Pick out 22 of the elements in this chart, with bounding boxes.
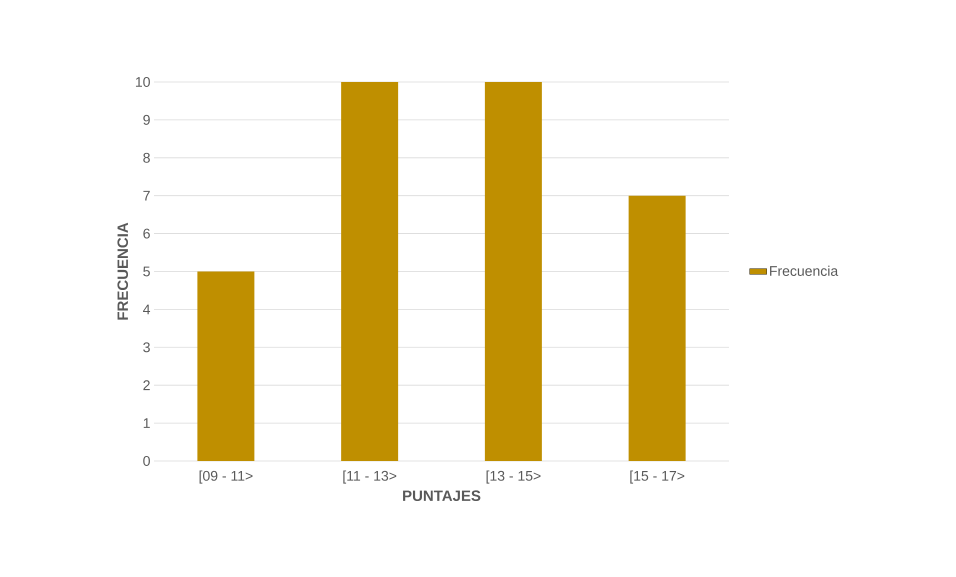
bar (484, 82, 542, 461)
x-tick-label: [13 - 15> (486, 470, 541, 484)
x-axis-title: PUNTAJES (403, 490, 480, 502)
y-tick-label: 4 (143, 304, 150, 314)
bar (628, 196, 686, 461)
x-tick-label: [11 - 13> (343, 470, 396, 484)
x-tick-label: [15 - 17> (630, 470, 684, 484)
y-axis-title: FRECUENCIA (117, 222, 128, 320)
x-tick-label: [09 - 11> (200, 470, 253, 484)
y-tick-label: 10 (136, 77, 150, 87)
bar (341, 82, 398, 461)
y-tick-label: 2 (143, 380, 150, 390)
y-tick-label: 5 (143, 266, 150, 276)
y-tick-label: 9 (143, 114, 150, 125)
bar (197, 271, 254, 461)
y-tick-label: 8 (143, 152, 150, 163)
y-tick-label: 0 (143, 456, 150, 466)
y-tick-label: 3 (143, 342, 150, 352)
y-tick-label: 1 (144, 418, 150, 428)
y-tick-label: 7 (143, 190, 150, 201)
legend-label: Frecuencia (770, 266, 838, 276)
y-tick-label: 6 (143, 228, 150, 239)
